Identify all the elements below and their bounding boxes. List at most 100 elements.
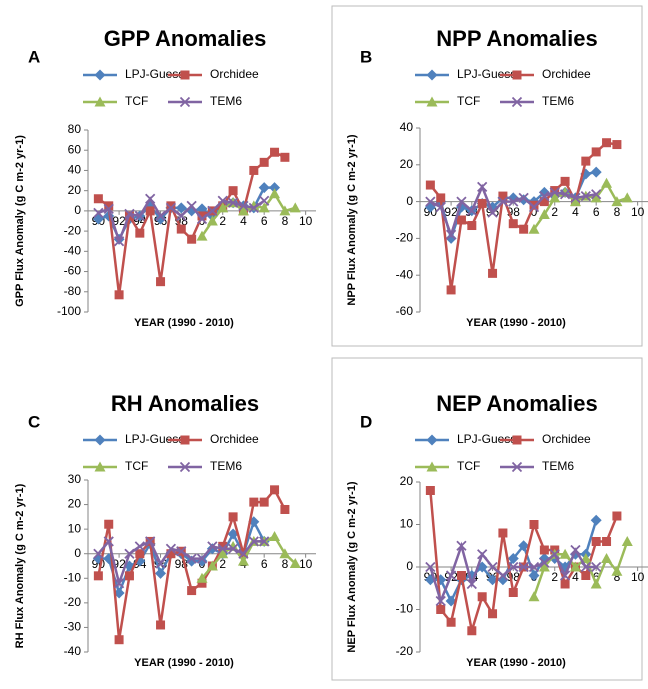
y-tick-label: -60 [396,304,414,318]
marker [196,553,208,564]
marker [114,290,124,300]
x-tick-label: 10 [631,205,645,219]
y-tick-label: 80 [68,122,82,136]
marker [217,195,228,206]
marker [477,198,487,208]
marker [497,196,509,207]
panel: A GPP Anomalies GPP Flux Anomaly (g C m-2 … [14,26,316,329]
marker [187,586,197,596]
marker [487,207,498,218]
marker [528,570,540,581]
marker [466,578,477,590]
marker [259,497,269,507]
marker [206,543,218,555]
marker [456,571,466,580]
x-tick-label: 4 [572,570,579,584]
marker [145,536,156,547]
chart-title: GPP Anomalies [104,26,267,51]
marker [248,536,259,547]
marker [187,234,197,244]
marker [93,571,103,581]
marker [258,202,270,213]
panel: C RH Anomalies RH Flux Anomaly (g C m-2 yr… [14,391,316,669]
legend-label: TEM6 [542,459,574,473]
marker [93,548,104,559]
marker [518,561,529,573]
marker [488,268,498,278]
marker [259,195,270,206]
panel-frame [331,5,643,347]
marker [249,165,259,175]
y-tick-label: -20 [64,595,82,609]
y-tick-label: 10 [400,517,414,531]
panel-label: C [28,412,40,431]
legend-label: TEM6 [542,94,574,108]
marker [289,558,301,569]
marker [560,579,570,589]
y-axis-label: RH Flux Anomaly (g C m-2 yr-1) [14,483,26,648]
y-tick-label: -80 [64,284,82,298]
legend-label: TCF [125,459,148,473]
marker [425,180,435,190]
marker [237,555,249,566]
marker [590,514,602,526]
panel-label: D [360,412,372,431]
marker [466,205,477,216]
y-tick-label: -30 [64,620,82,634]
marker [569,561,581,572]
marker [424,574,436,586]
marker [591,147,601,157]
y-tick-label: 10 [68,521,82,535]
y-tick-label: 20 [400,157,414,171]
marker [518,540,530,552]
marker [269,531,281,542]
x-tick-label: 10 [631,570,645,584]
legend-label: TEM6 [210,94,242,108]
marker [621,192,633,203]
legend-marker [94,461,106,472]
x-tick-label: 6 [593,570,600,584]
marker [456,215,466,225]
marker [508,561,519,573]
y-tick-label: 40 [400,120,414,134]
marker [134,541,145,552]
marker [467,221,477,231]
marker [590,578,602,589]
marker [165,543,177,554]
marker [498,191,508,201]
marker [580,561,591,573]
marker [124,208,135,220]
marker [176,224,186,234]
marker [238,200,249,211]
legend-marker [180,70,190,80]
marker [238,548,249,559]
marker [176,210,187,222]
marker [446,285,456,295]
marker [259,157,269,167]
x-axis-label: YEAR (1990 - 2010) [134,657,234,669]
marker [445,570,457,581]
marker [539,557,550,568]
marker [498,528,508,538]
marker [612,140,622,150]
x-tick-label: 2 [551,570,558,584]
marker [477,181,488,193]
chart-title: NEP Anomalies [436,391,597,416]
y-tick-label: 0 [74,203,81,217]
y-tick-label: -60 [64,264,82,278]
marker [104,519,114,529]
marker [113,578,125,589]
marker [539,545,549,555]
marker [134,555,146,567]
legend-label: LPJ-Guess [125,67,184,81]
marker [456,540,467,551]
marker [258,182,270,194]
marker [207,205,218,217]
y-tick-label: 0 [406,194,413,208]
y-tick-label: 20 [68,497,82,511]
x-tick-label: 4 [240,214,247,228]
y-tick-label: 40 [68,163,82,177]
y-tick-label: 30 [68,472,82,486]
panel: B NPP Anomalies NPP Flux Anomaly (g C m-2 … [346,26,648,329]
panel-frame [331,357,643,681]
